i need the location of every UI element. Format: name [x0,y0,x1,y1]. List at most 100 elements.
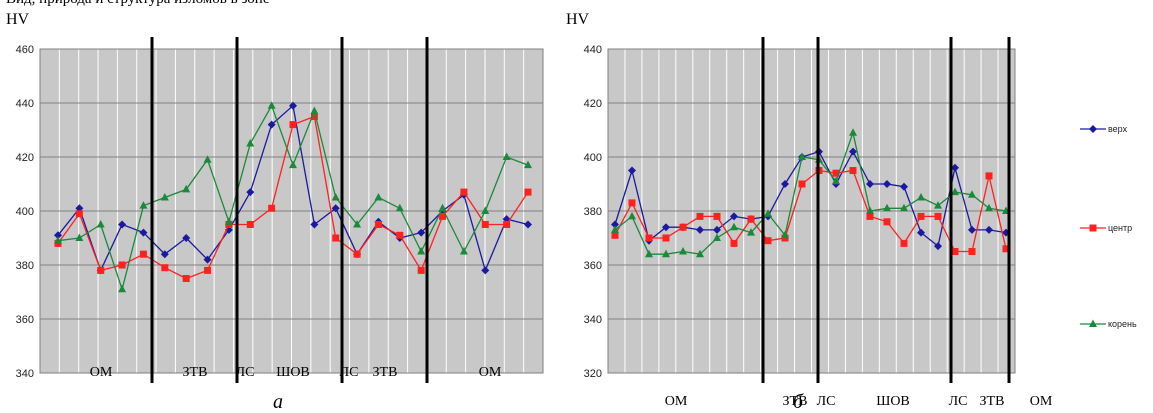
data-point-корень [139,201,148,209]
data-point-центр [934,212,942,220]
y-axis-label-a: HV [6,11,30,28]
data-point-центр [628,199,636,207]
data-point-корень [267,101,276,109]
data-point-корень [54,236,62,244]
data-point-верх [54,231,62,240]
data-point-центр [289,121,297,129]
data-point-верх [417,228,426,237]
data-point-центр [713,212,721,220]
zone-label: ЗТВ [980,394,1005,409]
y-tick-label: 440 [16,98,34,110]
panel-label-b: б [793,391,804,413]
legend-marker-центр [1089,224,1097,232]
zone-label: ШОВ [276,365,310,380]
zone-label: ЗТВ [783,394,808,409]
data-point-центр [849,167,857,174]
data-point-корень [289,160,297,169]
data-point-верх [781,180,789,188]
data-point-верх [182,234,191,242]
data-point-корень [985,203,993,212]
data-point-корень [951,187,959,196]
panel-label-a: а [273,391,283,413]
data-point-верх [160,250,169,259]
data-point-центр [968,248,976,255]
data-point-центр [662,234,670,242]
data-point-корень [374,193,383,201]
data-point-корень [417,247,426,255]
y-tick-label: 420 [16,152,34,164]
data-point-верх [934,242,942,251]
data-point-корень [883,203,891,212]
data-point-корень [246,139,255,147]
data-point-верх [968,225,976,234]
data-point-корень [182,184,191,193]
data-point-корень [118,284,127,293]
y-tick-label: 340 [16,368,34,380]
data-point-центр [97,266,105,274]
data-point-центр [503,221,511,228]
data-point-центр [730,239,738,247]
series-line-корень [614,130,1007,255]
zone-label: ЗТВ [183,365,208,380]
data-point-центр [353,250,361,258]
data-point-верх [951,163,959,172]
data-point-корень [395,203,404,212]
data-point-верх [246,188,255,197]
data-point-верх [289,101,297,110]
y-tick-label: 380 [584,206,602,218]
y-tick-label: 460 [16,44,34,56]
data-point-центр [679,223,687,231]
data-point-верх [203,255,212,264]
data-point-корень [75,233,84,241]
zone-label: ЛС [340,365,359,380]
zone-label: ШОВ [876,394,910,409]
zone-label: ЛС [817,394,836,409]
zone-label: ОМ [90,365,113,380]
data-point-центр [985,172,993,180]
data-point-корень [481,206,490,214]
data-point-корень [160,193,169,201]
data-point-центр [696,212,704,220]
chart-b: HV 320 340 360 380 400 420 440 ОМ ЗТВ ЛС ШОВ ЛС ЗТВ… [566,11,1137,413]
data-point-центр [332,234,340,242]
data-point-корень [713,233,721,241]
data-point-корень [900,203,908,212]
data-point-верх [611,220,619,229]
y-tick-label: 400 [16,206,34,218]
y-tick-label: 340 [584,314,602,326]
data-point-верх [917,228,925,237]
zone-label: ОМ [479,365,502,380]
data-point-центр [139,250,147,258]
data-point-центр [417,266,425,274]
data-point-верх [331,204,340,213]
y-tick-label: 400 [584,152,602,164]
legend-label-верх: верх [1108,124,1128,134]
y-tick-label: 360 [584,260,602,272]
data-point-центр [310,113,318,120]
data-point-центр [439,212,447,220]
data-point-корень [662,249,670,258]
y-axis-label-b: HV [566,11,590,28]
data-point-корень [917,193,925,201]
data-point-центр [645,234,653,242]
data-point-корень [438,203,447,212]
data-point-корень [866,206,874,214]
y-tick-label: 440 [584,44,602,56]
data-point-центр [246,221,254,228]
data-point-верх [139,228,148,237]
zone-label: ОМ [665,394,688,409]
data-point-корень [628,211,636,220]
data-point-центр [747,215,755,223]
chart-a: HV 340 360 380 400 420 440 460 ОМ ЗТВ ЛС ШОВ ЛС ЗТВ… [6,11,544,413]
data-point-центр [396,231,404,239]
data-point-центр [481,221,489,228]
data-point-корень [353,220,362,228]
data-point-корень [730,222,738,231]
data-point-верх [481,266,490,275]
data-point-корень [968,190,976,198]
data-point-верх [524,220,532,229]
data-point-верх [713,225,721,234]
caption-top: Вид, природа и структура изломов в зоне [6,0,270,8]
zone-label: ОМ [1030,394,1053,409]
data-point-верх [310,220,319,229]
